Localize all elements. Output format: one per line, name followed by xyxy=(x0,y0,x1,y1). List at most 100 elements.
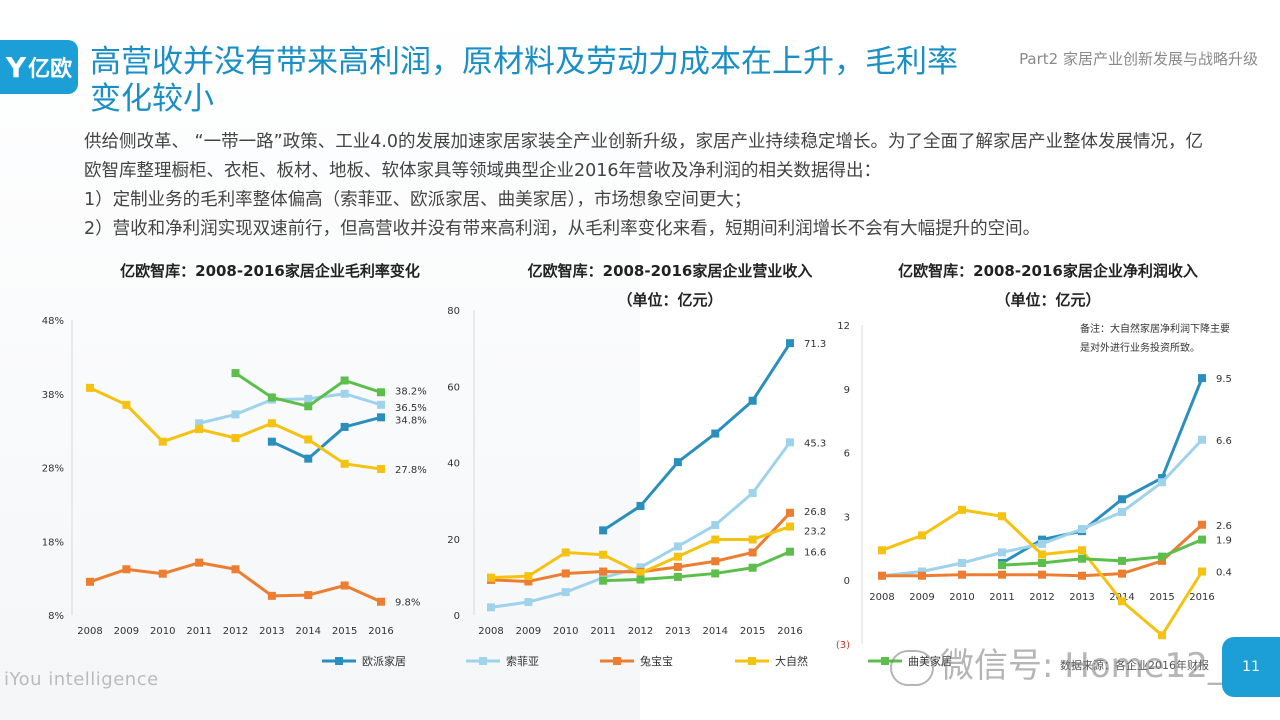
chart-2-data-label-qumei: 16.6 xyxy=(804,548,826,559)
chart-2-x-tick: 2016 xyxy=(777,626,802,637)
chart-2-point-nature xyxy=(561,548,570,557)
chart-3-data-label-oppein: 9.5 xyxy=(1216,374,1232,385)
chart-3-x-tick: 2016 xyxy=(1189,592,1214,603)
chart-1-data-label-qumei: 38.2% xyxy=(395,386,427,397)
chart-2-x-tick: 2013 xyxy=(665,626,690,637)
chart-1-line-oppein xyxy=(271,415,382,461)
chart-2-point-nature xyxy=(786,522,794,531)
chart-3-y-tick: 12 xyxy=(837,321,850,332)
chart-1-y-tick: 8% xyxy=(48,611,64,622)
chart-2-point-qumei xyxy=(636,575,645,584)
chart-1-y-tick: 38% xyxy=(42,390,64,401)
chart-2-data-label-tubaobao: 26.8 xyxy=(804,507,826,518)
footer-brand: iYou intelligence xyxy=(4,669,159,690)
chart-1-point-tubaobao xyxy=(158,569,167,578)
chart-3-point-qumei xyxy=(1198,535,1206,544)
chart-1-point-tubaobao xyxy=(195,558,204,567)
chart-1-x-tick: 2010 xyxy=(150,626,175,637)
chart-3-x-tick: 2011 xyxy=(989,592,1014,603)
chart-3-point-tubaobao xyxy=(958,570,966,579)
chart-3-y-tick: 9 xyxy=(844,385,850,396)
chart-1-point-oppein xyxy=(304,454,313,463)
chart-3-point-nature xyxy=(1078,546,1086,555)
chart-3-x-tick: 2015 xyxy=(1149,592,1174,603)
chart-2-point-tubaobao xyxy=(748,548,757,557)
chart-3-data-label-sofia: 6.6 xyxy=(1216,436,1232,447)
summary-text: 供给侧改革、 “一带一路”政策、工业4.0的发展加速家居家装全产业创新升级，家居… xyxy=(84,128,1214,244)
chart-1-x-tick: 2014 xyxy=(296,626,321,637)
chart-2-point-sofia xyxy=(748,489,757,497)
chart-2-y-tick: 0 xyxy=(454,611,460,622)
chart-3-point-qumei xyxy=(1118,556,1126,565)
chart-1-point-nature xyxy=(86,383,94,392)
chart-2-x-tick: 2015 xyxy=(740,626,765,637)
chart-1-x-tick: 2015 xyxy=(332,626,357,637)
chart-2-y-tick: 20 xyxy=(447,535,460,546)
chart-1-point-nature xyxy=(267,419,276,428)
chart-3-point-nature xyxy=(1198,567,1206,576)
chart-3-point-oppein xyxy=(1038,535,1046,544)
chart-3-line-qumei xyxy=(1001,538,1203,567)
chart-3-data-label-nature: 0.4 xyxy=(1216,568,1232,579)
chart-1-y-tick: 28% xyxy=(42,464,64,475)
chart-3-point-qumei xyxy=(1038,559,1046,567)
chart-1-point-oppein xyxy=(267,437,276,446)
chart-1-point-nature xyxy=(340,459,349,468)
chart-1-y-tick: 48% xyxy=(42,316,64,327)
chart-3-point-nature xyxy=(878,546,886,555)
chart-3-y-tick: 6 xyxy=(844,449,850,460)
legend-marker-oppein xyxy=(335,657,343,665)
chart-2-point-oppein xyxy=(786,339,794,348)
chart-2-point-tubaobao xyxy=(786,508,794,517)
chart-3-note: 备注：大自然家居净利润下降主要 是对外进行业务投资所致。 xyxy=(1080,320,1230,358)
chart-2-point-sofia xyxy=(786,438,794,447)
chart-2-title-line1: 亿欧智库：2008-2016家居企业营业收入 xyxy=(527,262,813,280)
chart-3-point-nature xyxy=(1158,631,1166,640)
summary-paragraph: 供给侧改革、 “一带一路”政策、工业4.0的发展加速家居家装全产业创新升级，家居… xyxy=(84,132,1204,181)
chart-2-unit: （单位：亿元） xyxy=(617,291,723,309)
chart-1-data-label-sofia: 36.5% xyxy=(395,403,427,414)
chart-3-point-sofia xyxy=(1038,539,1046,548)
watermark-text: 微信号: Home12_12 xyxy=(940,646,1269,686)
chart-3-y-tick: 3 xyxy=(844,512,850,523)
chart-3-point-tubaobao xyxy=(1198,520,1206,529)
chart-3-point-qumei xyxy=(1078,554,1086,563)
legend-marker-sofia xyxy=(479,657,487,665)
chart-2-data-label-oppein: 71.3 xyxy=(804,339,826,350)
logo-text: 亿欧 xyxy=(28,57,73,82)
chart-3-point-nature xyxy=(958,505,966,514)
chart-2-point-nature xyxy=(524,572,533,581)
chart-1-point-tubaobao xyxy=(231,565,240,574)
chart-1-line-sofia xyxy=(198,392,382,425)
section-label: Part2 家居产业创新发展与战略升级 xyxy=(1019,50,1258,68)
note-line-1: 备注：大自然家居净利润下降主要 xyxy=(1080,324,1230,335)
chart-3-y-tick: (3) xyxy=(836,640,850,651)
chart-1-data-label-nature: 27.8% xyxy=(395,465,427,476)
chart-1-x-tick: 2013 xyxy=(259,626,284,637)
page-title: 高营收并没有带来高利润，原材料及劳动力成本在上升，毛利率变化较小 xyxy=(90,44,958,117)
chart-1-point-sofia xyxy=(195,419,204,428)
chart-1-point-sofia xyxy=(377,400,385,409)
chart-1-point-sofia xyxy=(304,394,313,403)
chart-3-x-tick: 2008 xyxy=(869,592,894,603)
chart-2-point-nature xyxy=(748,535,757,544)
chart-2-x-tick: 2014 xyxy=(703,626,728,637)
chart-2-y-tick: 40 xyxy=(447,459,460,470)
brand-logo: Y 亿欧 xyxy=(0,40,78,94)
watermark: 微信号: Home12_12 xyxy=(890,638,1268,687)
chart-3-line-tubaobao xyxy=(882,523,1204,578)
chart-1-point-oppein xyxy=(340,422,349,431)
chart-2-point-oppein xyxy=(673,458,682,467)
chart-1-point-nature xyxy=(231,434,240,442)
chart-3-point-tubaobao xyxy=(918,571,926,580)
chart-2-x-tick: 2008 xyxy=(478,626,503,637)
chart-2-point-tubaobao xyxy=(599,567,608,576)
chart-2-point-tubaobao xyxy=(673,562,682,571)
chart-2-data-label-nature: 23.2 xyxy=(804,527,826,538)
chart-1-point-qumei xyxy=(231,369,240,378)
chart-2-point-oppein xyxy=(636,501,645,510)
chart-3-point-tubaobao xyxy=(998,570,1006,579)
chart-2-line-qumei xyxy=(603,550,791,583)
chart-3-point-oppein xyxy=(1158,474,1166,482)
chart-3-data-label-qumei: 1.9 xyxy=(1216,536,1232,547)
